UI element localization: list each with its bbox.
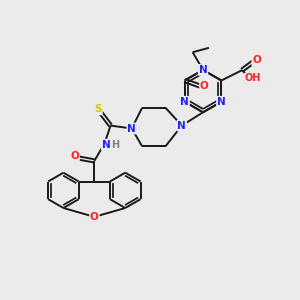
Text: N: N (199, 65, 207, 75)
Text: N: N (177, 121, 186, 130)
Text: N: N (102, 140, 110, 150)
Text: O: O (252, 55, 261, 65)
Text: S: S (94, 104, 102, 114)
Text: H: H (111, 140, 119, 150)
Text: O: O (70, 152, 79, 161)
Text: N: N (180, 97, 189, 107)
Text: N: N (128, 124, 136, 134)
Text: N: N (217, 97, 226, 107)
Text: O: O (90, 212, 99, 222)
Text: O: O (200, 81, 209, 92)
Text: OH: OH (245, 74, 261, 83)
